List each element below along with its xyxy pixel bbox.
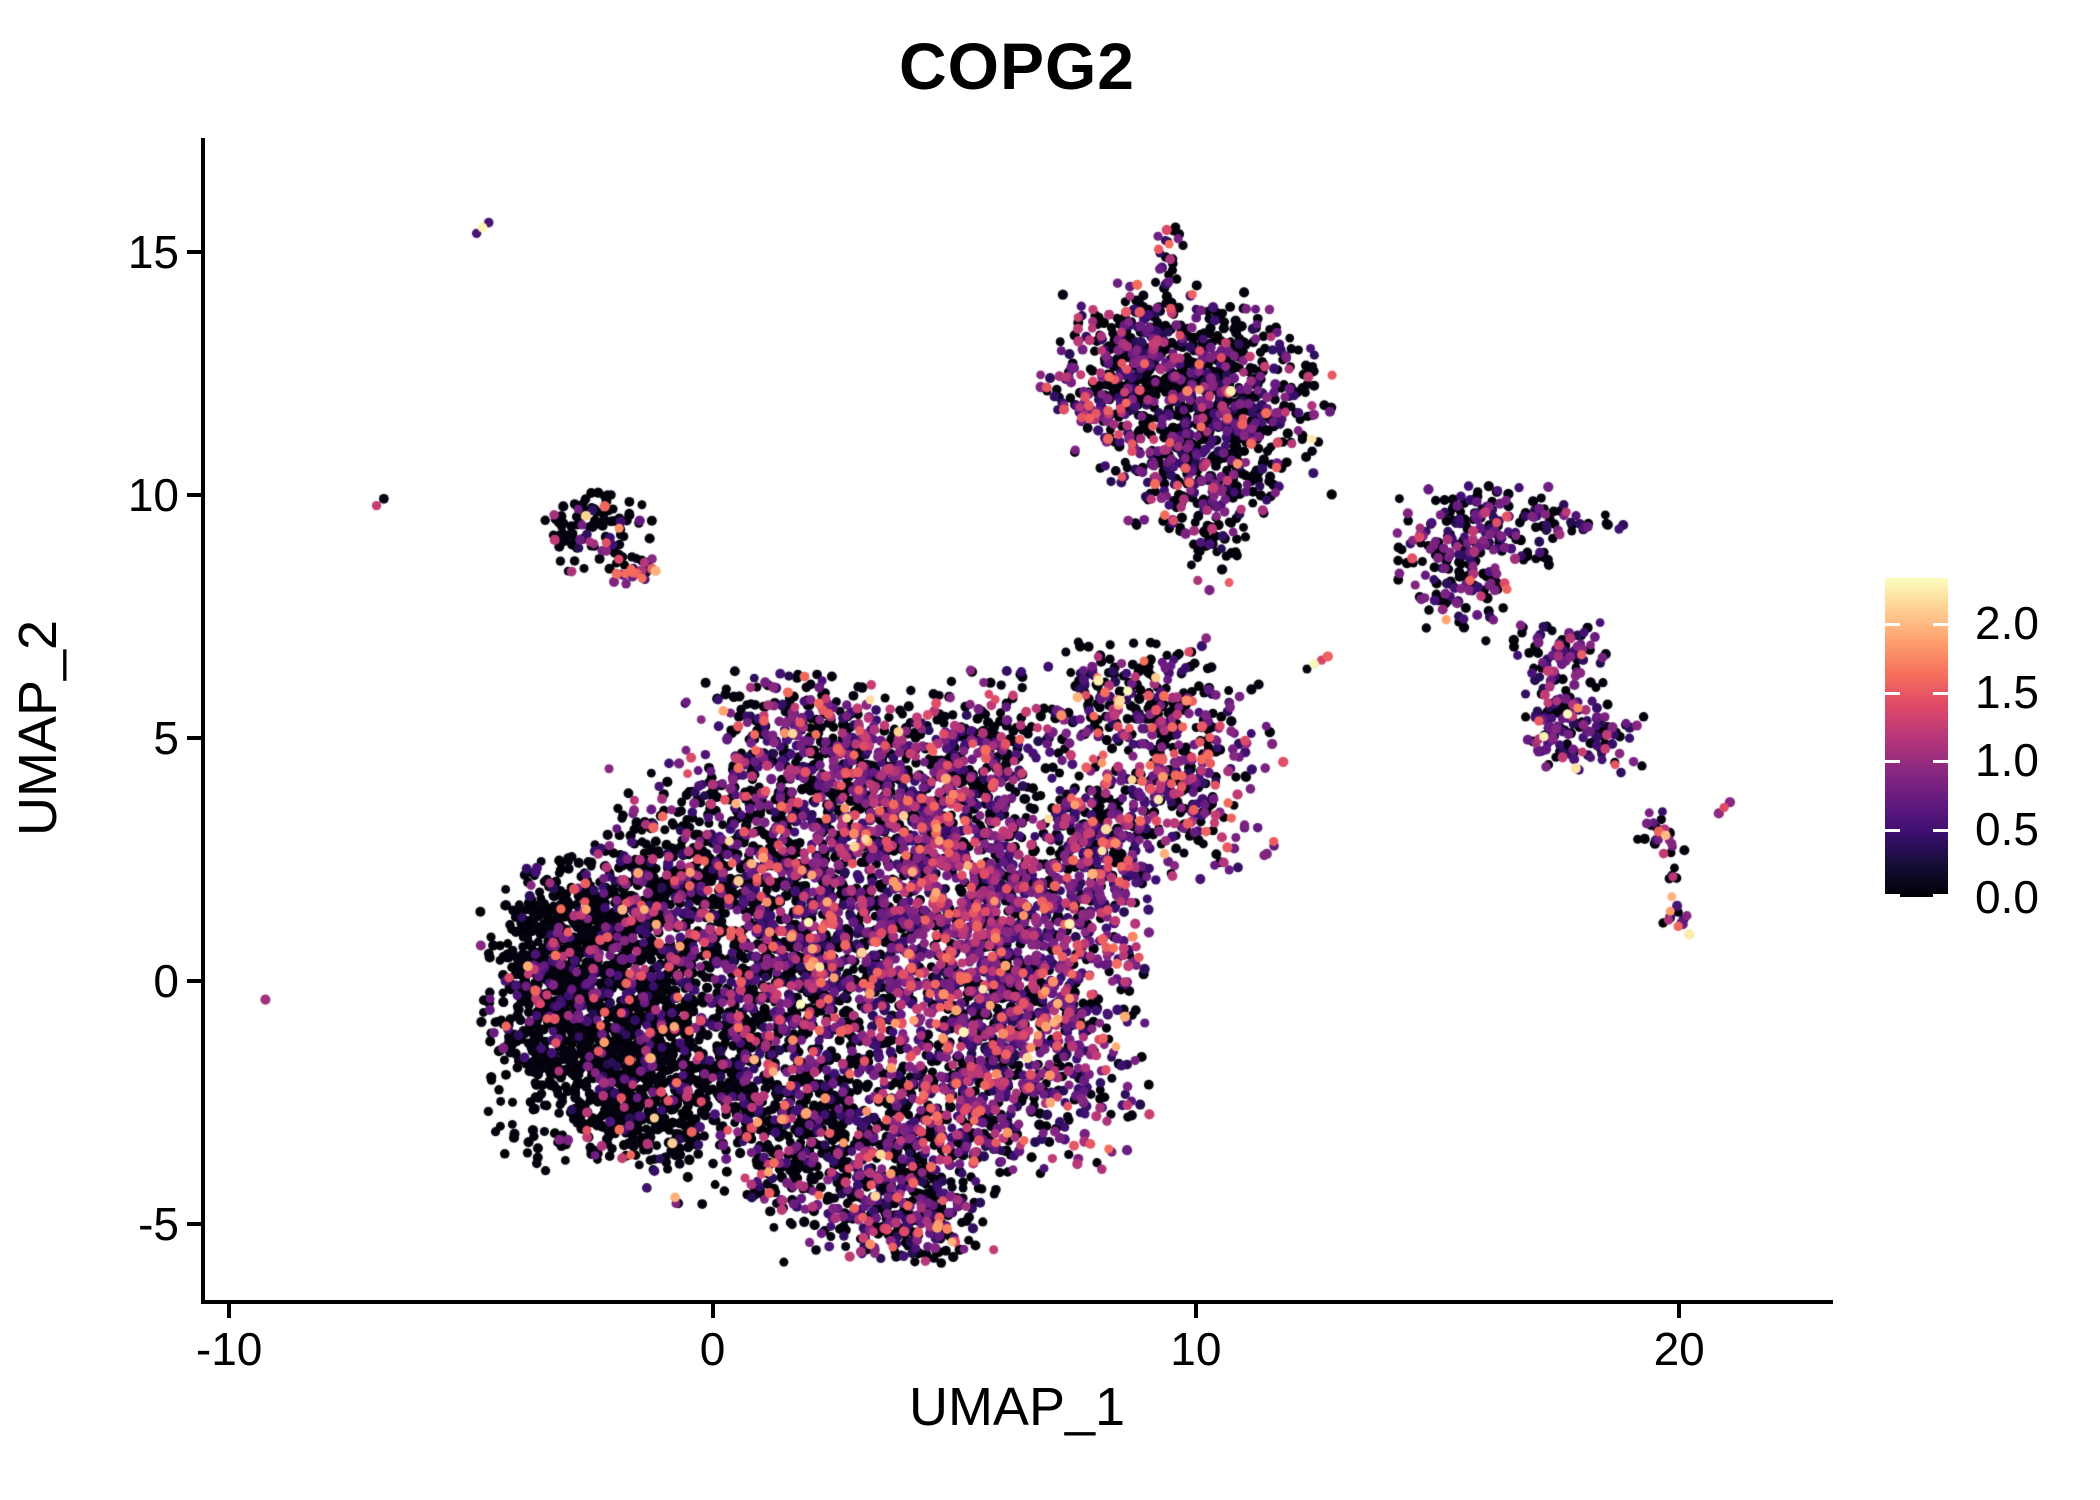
y-tick-mark (187, 1222, 201, 1227)
x-tick-mark (710, 1304, 715, 1318)
y-tick-mark (187, 249, 201, 254)
colorbar-tick-mark (1885, 828, 1900, 832)
x-axis-line (201, 1300, 1833, 1304)
colorbar-tick-label: 0.0 (1975, 871, 2039, 923)
y-tick-label: -5 (138, 1198, 179, 1251)
colorbar-tick-mark (1933, 623, 1948, 627)
x-tick-label: 20 (1653, 1323, 1705, 1375)
colorbar-tick-mark (1885, 760, 1900, 764)
colorbar-tick-mark (1885, 691, 1900, 695)
x-axis-title: UMAP_1 (908, 1377, 1126, 1437)
colorbar-tick-mark (1933, 760, 1948, 764)
plot-title: COPG2 (898, 29, 1136, 103)
x-tick-label: 0 (699, 1323, 726, 1375)
colorbar-tick-mark (1885, 623, 1900, 627)
colorbar-tick-label: 1.0 (1975, 734, 2039, 787)
colorbar-tick-label: 2.0 (1975, 597, 2039, 650)
x-tick-mark (1677, 1304, 1682, 1318)
colorbar-gradient (1885, 578, 1948, 897)
colorbar-tick-mark (1933, 894, 1948, 897)
x-tick-label: 10 (1170, 1323, 1222, 1375)
y-axis-line (201, 138, 205, 1304)
colorbar-tick-mark (1933, 691, 1948, 695)
y-tick-label: 10 (127, 468, 179, 521)
y-tick-mark (187, 979, 201, 984)
colorbar-tick-label: 1.5 (1975, 665, 2039, 718)
y-tick-mark (187, 736, 201, 741)
x-tick-mark (1193, 1304, 1198, 1318)
colorbar-tick-mark (1933, 828, 1948, 832)
x-tick-label: -10 (195, 1323, 263, 1375)
y-tick-label: 5 (153, 712, 179, 765)
y-tick-mark (187, 492, 201, 497)
colorbar-tick-label: 0.5 (1975, 802, 2039, 855)
y-tick-label: 15 (127, 225, 179, 278)
colorbar-tick-mark (1885, 894, 1900, 897)
x-tick-mark (227, 1304, 232, 1318)
y-tick-label: 0 (153, 955, 179, 1008)
